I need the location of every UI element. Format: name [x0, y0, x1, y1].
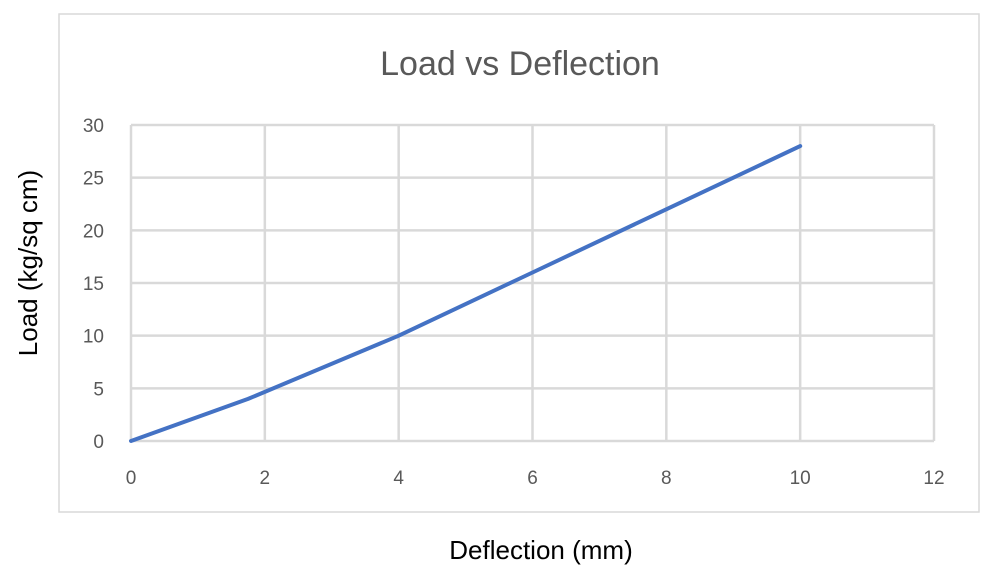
y-tick-label: 20	[83, 221, 104, 242]
series-line	[129, 144, 803, 443]
y-tick-label: 0	[93, 432, 104, 453]
x-axis-title: Deflection (mm)	[449, 535, 632, 565]
y-tick-label: 25	[83, 169, 104, 190]
y-tick-label: 10	[83, 327, 104, 348]
chart-title: Load vs Deflection	[380, 45, 660, 83]
y-tick-label: 30	[83, 116, 104, 137]
y-tick-label: 5	[93, 379, 104, 400]
x-tick-label: 4	[393, 468, 404, 489]
x-axis-tick-labels: 0 2 4 6 8 10 12	[126, 468, 945, 489]
x-tick-label: 0	[126, 468, 137, 489]
x-tick-label: 2	[260, 468, 271, 489]
y-tick-label: 15	[83, 274, 104, 295]
horizontal-gridlines	[131, 123, 934, 443]
chart-area-frame	[58, 13, 980, 513]
x-tick-label: 6	[527, 468, 538, 489]
y-axis-title: Load (kg/sq cm)	[13, 170, 43, 356]
series-layer	[129, 144, 803, 443]
y-axis-tick-labels: 0 5 10 15 20 25 30	[83, 116, 104, 453]
x-tick-label: 8	[661, 468, 672, 489]
x-tick-label: 12	[923, 468, 944, 489]
x-tick-label: 10	[790, 468, 811, 489]
